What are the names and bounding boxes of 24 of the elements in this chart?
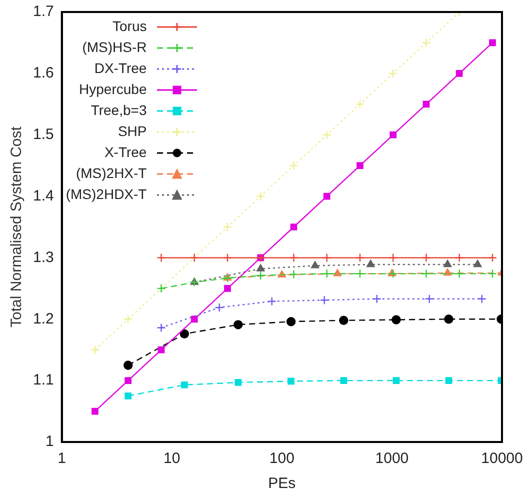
legend-label: Torus	[112, 17, 147, 36]
y-tick-label: 1.4	[32, 187, 54, 204]
legend-label: Hypercube	[79, 80, 147, 99]
y-tick-label: 1.6	[32, 64, 54, 82]
y-tick-label: 1.5	[32, 126, 54, 143]
y-tick-label: 1.2	[32, 310, 54, 328]
legend-label: (MS)2HX-T	[76, 164, 147, 183]
x-tick-label: 10000	[481, 450, 523, 468]
legend-label: Tree,b=3	[90, 101, 147, 120]
legend-label: DX-Tree	[94, 59, 147, 78]
y-tick-label: 1.3	[32, 248, 54, 266]
x-tick-label: 1000	[375, 450, 409, 468]
y-axis-title: Total Normalised System Cost	[8, 126, 26, 328]
x-tick-label: 1	[58, 450, 66, 468]
x-axis-title: PEs	[268, 475, 296, 492]
legend-label: X-Tree	[104, 143, 147, 162]
y-tick-label: 1.7	[32, 3, 54, 20]
legend-label: SHP	[118, 122, 147, 141]
legend-label: (MS)HS-R	[82, 38, 147, 57]
y-tick-label: 1	[46, 433, 54, 450]
legend-label: (MS)2HDX-T	[66, 185, 147, 204]
x-tick-label: 100	[269, 450, 294, 468]
x-tick-label: 10	[164, 450, 180, 468]
y-tick-label: 1.1	[32, 372, 54, 389]
